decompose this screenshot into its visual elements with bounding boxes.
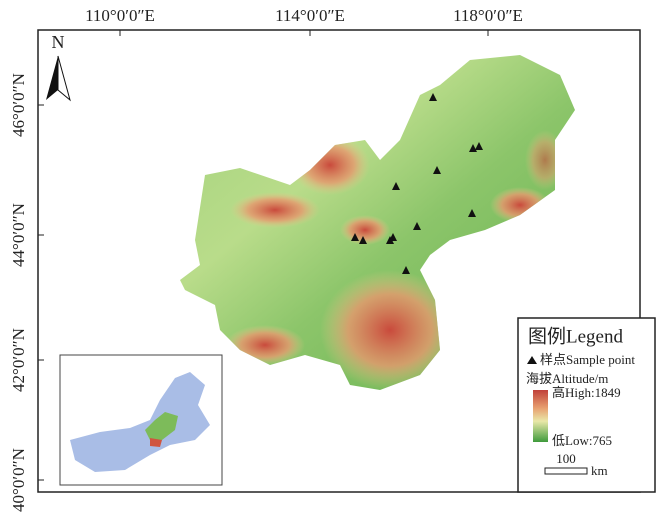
sample-point	[433, 166, 441, 174]
legend: 图例Legend 样点Sample point 海拔Altitude/m 高Hi…	[517, 317, 656, 493]
legend-sample-point: 样点Sample point	[540, 352, 635, 367]
legend-altitude-title: 海拔Altitude/m	[526, 371, 608, 386]
north-label: N	[52, 32, 65, 52]
inset-map	[59, 354, 223, 486]
sample-point	[359, 236, 367, 244]
longitude-label: 114°0′0″E	[275, 6, 345, 25]
legend-title: 图例Legend	[528, 325, 623, 347]
sample-point	[475, 142, 483, 150]
sample-point	[429, 93, 437, 101]
latitude-label: 42°0′0″N	[9, 328, 28, 392]
longitude-label: 110°0′0″E	[85, 6, 155, 25]
latitude-label: 46°0′0″N	[9, 73, 28, 137]
sample-point	[468, 209, 476, 217]
legend-low: 低Low:765	[552, 433, 612, 448]
north-arrow: N	[46, 32, 71, 102]
scale-unit: km	[591, 463, 608, 478]
sample-point	[351, 233, 359, 241]
sample-point	[413, 222, 421, 230]
longitude-label: 118°0′0″E	[453, 6, 523, 25]
legend-high: 高High:1849	[552, 385, 621, 400]
axis-ticks	[38, 30, 489, 481]
latitude-label: 40°0′0″N	[9, 448, 28, 512]
scale-value: 100	[556, 451, 576, 466]
sample-point	[392, 182, 400, 190]
sample-point	[402, 266, 410, 274]
latitude-label: 44°0′0″N	[9, 203, 28, 267]
sample-point	[389, 233, 397, 241]
sample-points	[351, 93, 483, 274]
